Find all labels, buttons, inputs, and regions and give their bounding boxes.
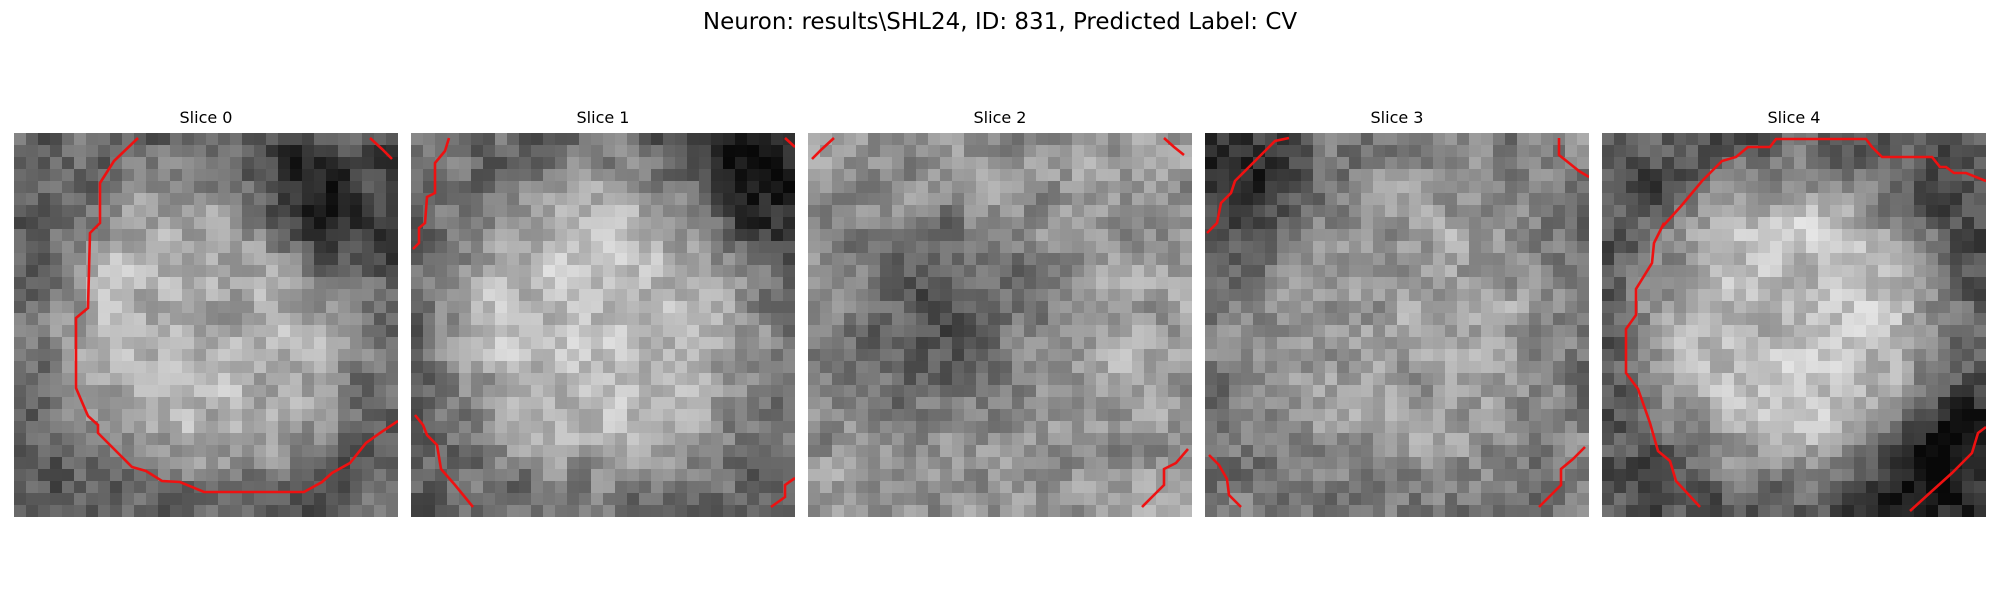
slice-panel-0: Slice 0 bbox=[14, 107, 398, 517]
slice-title: Slice 3 bbox=[1370, 108, 1424, 127]
slice-title: Slice 4 bbox=[1767, 108, 1821, 127]
segmentation-contour bbox=[1557, 138, 1589, 179]
slice-panel-1: Slice 1 bbox=[411, 107, 795, 517]
segmentation-contour bbox=[770, 476, 795, 509]
slice-title: Slice 2 bbox=[973, 108, 1027, 127]
segmentation-contour bbox=[1909, 425, 1986, 512]
segmentation-contour bbox=[413, 414, 475, 508]
slice-panel-4: Slice 4 bbox=[1602, 107, 1986, 517]
segmentation-contour bbox=[1163, 137, 1185, 157]
slice-image bbox=[808, 133, 1192, 517]
figure-title: Neuron: results\SHL24, ID: 831, Predicte… bbox=[702, 9, 1298, 35]
slice-image bbox=[14, 133, 398, 517]
slice-image bbox=[411, 133, 795, 517]
segmentation-contour bbox=[74, 137, 398, 494]
segmentation-contour bbox=[1208, 454, 1242, 508]
segmentation-contour bbox=[1206, 136, 1290, 234]
segmentation-contour bbox=[811, 137, 835, 160]
slice-image bbox=[1205, 133, 1589, 517]
segmentation-contour bbox=[412, 137, 451, 250]
slice-title: Slice 1 bbox=[576, 108, 630, 127]
slice-image bbox=[1602, 133, 1986, 517]
segmentation-contour bbox=[369, 137, 393, 160]
segmentation-contour bbox=[1624, 137, 1986, 508]
slice-panel-2: Slice 2 bbox=[808, 107, 1192, 517]
slice-title: Slice 0 bbox=[179, 108, 233, 127]
segmentation-contour bbox=[1538, 446, 1586, 508]
segmentation-contour bbox=[1141, 448, 1189, 508]
segmentation-contour bbox=[784, 137, 795, 148]
slice-panel-3: Slice 3 bbox=[1205, 107, 1589, 517]
